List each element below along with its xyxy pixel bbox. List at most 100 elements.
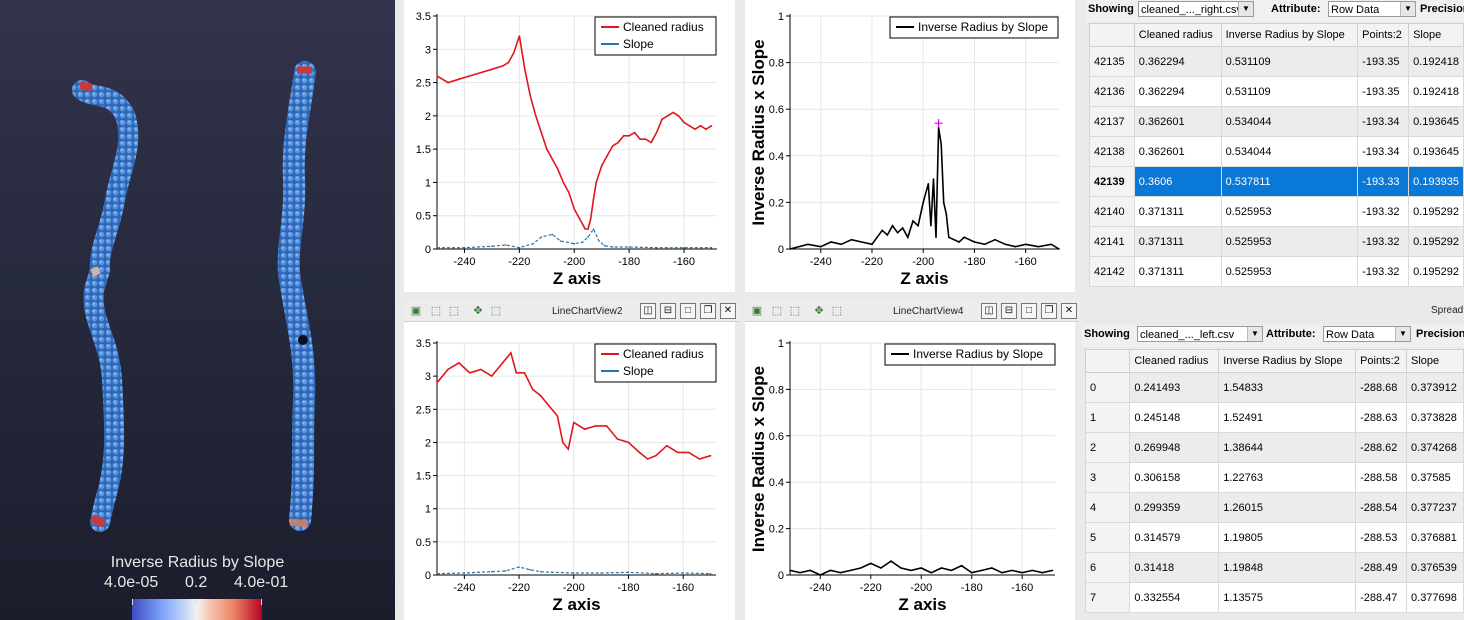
table-cell[interactable]: -193.32	[1357, 256, 1410, 287]
table-row[interactable]: 42137 0.362601 0.534044 -193.34 0.193645	[1089, 106, 1464, 137]
row-header[interactable]: 7	[1084, 582, 1131, 613]
zoom-icon[interactable]: ✥	[814, 305, 824, 317]
restore-icon[interactable]: ❐	[1041, 303, 1057, 319]
table-cell[interactable]: 0.192418	[1408, 46, 1464, 77]
row-header[interactable]: 42139	[1089, 166, 1135, 197]
camera-icon[interactable]: ▣	[410, 305, 422, 317]
maximize-icon[interactable]: □	[680, 303, 696, 319]
table-row[interactable]: 42141 0.371311 0.525953 -193.32 0.195292	[1089, 226, 1464, 257]
select-points-icon[interactable]: ⬚	[448, 305, 460, 317]
table-cell[interactable]: 0.299359	[1129, 492, 1220, 523]
row-header[interactable]: 42137	[1089, 106, 1135, 137]
table-cell[interactable]: 0.193645	[1408, 106, 1464, 137]
row-header[interactable]: 5	[1084, 522, 1131, 553]
table-row[interactable]: 42142 0.371311 0.525953 -193.32 0.195292	[1089, 256, 1464, 287]
table-cell[interactable]: -288.54	[1355, 492, 1408, 523]
table-row[interactable]: 1 0.245148 1.52491 -288.63 0.373828	[1084, 402, 1464, 433]
attribute-combo[interactable]: Row Data ▼	[1323, 326, 1411, 342]
table-row[interactable]: 6 0.31418 1.19848 -288.49 0.376539	[1084, 552, 1464, 583]
render-view[interactable]: Inverse Radius by Slope 4.0e-05 0.2 4.0e…	[0, 0, 395, 620]
select-points-icon[interactable]: ⬚	[789, 305, 801, 317]
table-cell[interactable]: 1.52491	[1218, 402, 1357, 433]
table-row[interactable]: 42139 0.3606 0.537811 -193.33 0.193935	[1089, 166, 1464, 197]
table-cell[interactable]: 0.195292	[1408, 256, 1464, 287]
split-horizontal-icon[interactable]: ◫	[640, 303, 656, 319]
table-cell[interactable]: -193.34	[1357, 106, 1410, 137]
table-cell[interactable]: 0.376881	[1406, 522, 1464, 553]
table-cell[interactable]: 0.534044	[1220, 136, 1359, 167]
table-cell[interactable]: 0.376539	[1406, 552, 1464, 583]
table-cell[interactable]: 0.525953	[1220, 256, 1359, 287]
row-header[interactable]: 42136	[1089, 76, 1135, 107]
select-icon[interactable]: ⬚	[771, 305, 783, 317]
table-cell[interactable]: 0.531109	[1220, 76, 1359, 107]
table-cell[interactable]: 0.377237	[1406, 492, 1464, 523]
close-icon[interactable]: ✕	[1061, 303, 1077, 319]
close-icon[interactable]: ✕	[720, 303, 736, 319]
table-cell[interactable]: 0.269948	[1129, 432, 1220, 463]
table-cell[interactable]: 0.525953	[1220, 226, 1359, 257]
row-header[interactable]: 1	[1084, 402, 1131, 433]
table-cell[interactable]: 0.362601	[1133, 136, 1222, 167]
table-cell[interactable]: 0.195292	[1408, 196, 1464, 227]
split-vertical-icon[interactable]: ⊟	[1001, 303, 1017, 319]
table-cell[interactable]: 0.193935	[1408, 166, 1464, 197]
spreadsheet-bottom[interactable]: Cleaned radius Inverse Radius by Slope Poi…	[1084, 349, 1464, 613]
column-header[interactable]: Inverse Radius by Slope	[1218, 349, 1357, 373]
table-cell[interactable]: 0.373828	[1406, 402, 1464, 433]
table-cell[interactable]: 0.531109	[1220, 46, 1359, 77]
clear-selection-icon[interactable]: ⬚	[490, 305, 502, 317]
table-cell[interactable]: -193.33	[1357, 166, 1410, 197]
spreadsheet-top[interactable]: Cleaned radius Inverse Radius by Slope Poi…	[1089, 23, 1464, 287]
split-horizontal-icon[interactable]: ◫	[981, 303, 997, 319]
table-row[interactable]: 42136 0.362294 0.531109 -193.35 0.192418	[1089, 76, 1464, 107]
table-cell[interactable]: -288.47	[1355, 582, 1408, 613]
attribute-combo[interactable]: Row Data ▼	[1328, 1, 1416, 17]
table-cell[interactable]: 0.362601	[1133, 106, 1222, 137]
table-cell[interactable]: 0.306158	[1129, 462, 1220, 493]
table-row[interactable]: 7 0.332554 1.13575 -288.47 0.377698	[1084, 582, 1464, 613]
table-cell[interactable]: 1.38644	[1218, 432, 1357, 463]
table-row[interactable]: 5 0.314579 1.19805 -288.53 0.376881	[1084, 522, 1464, 553]
clear-selection-icon[interactable]: ⬚	[831, 305, 843, 317]
table-cell[interactable]: -193.32	[1357, 226, 1410, 257]
table-cell[interactable]: 1.26015	[1218, 492, 1357, 523]
table-cell[interactable]: 0.241493	[1129, 372, 1220, 403]
row-header[interactable]: 2	[1084, 432, 1131, 463]
zoom-icon[interactable]: ✥	[473, 305, 483, 317]
table-cell[interactable]: -193.32	[1357, 196, 1410, 227]
table-cell[interactable]: 0.525953	[1220, 196, 1359, 227]
table-cell[interactable]: 0.371311	[1133, 196, 1222, 227]
table-cell[interactable]: -193.34	[1357, 136, 1410, 167]
table-row[interactable]: 0 0.241493 1.54833 -288.68 0.373912	[1084, 372, 1464, 403]
table-cell[interactable]: 0.537811	[1220, 166, 1359, 197]
table-cell[interactable]: 0.534044	[1220, 106, 1359, 137]
table-cell[interactable]: 0.193645	[1408, 136, 1464, 167]
table-cell[interactable]: 1.22763	[1218, 462, 1357, 493]
corner-cell[interactable]	[1084, 349, 1131, 373]
table-row[interactable]: 42140 0.371311 0.525953 -193.32 0.195292	[1089, 196, 1464, 227]
table-cell[interactable]: 0.245148	[1129, 402, 1220, 433]
table-cell[interactable]: -193.35	[1357, 46, 1410, 77]
split-vertical-icon[interactable]: ⊟	[660, 303, 676, 319]
column-header[interactable]: Points:2	[1355, 349, 1408, 373]
showing-combo[interactable]: cleaned_..._right.csv ▼	[1138, 1, 1254, 17]
row-header[interactable]: 42138	[1089, 136, 1135, 167]
table-cell[interactable]: -288.63	[1355, 402, 1408, 433]
row-header[interactable]: 6	[1084, 552, 1131, 583]
table-row[interactable]: 42138 0.362601 0.534044 -193.34 0.193645	[1089, 136, 1464, 167]
row-header[interactable]: 3	[1084, 462, 1131, 493]
table-cell[interactable]: 0.192418	[1408, 76, 1464, 107]
table-cell[interactable]: 0.362294	[1133, 76, 1222, 107]
row-header[interactable]: 42141	[1089, 226, 1135, 257]
column-header[interactable]: Inverse Radius by Slope	[1220, 23, 1359, 47]
row-header[interactable]: 0	[1084, 372, 1131, 403]
row-header[interactable]: 42140	[1089, 196, 1135, 227]
table-cell[interactable]: 0.3606	[1133, 166, 1222, 197]
table-cell[interactable]: 0.195292	[1408, 226, 1464, 257]
column-header[interactable]: Points:2	[1357, 23, 1410, 47]
table-cell[interactable]: 0.314579	[1129, 522, 1220, 553]
corner-cell[interactable]	[1089, 23, 1135, 47]
row-header[interactable]: 42135	[1089, 46, 1135, 77]
column-header[interactable]: Cleaned radius	[1129, 349, 1220, 373]
